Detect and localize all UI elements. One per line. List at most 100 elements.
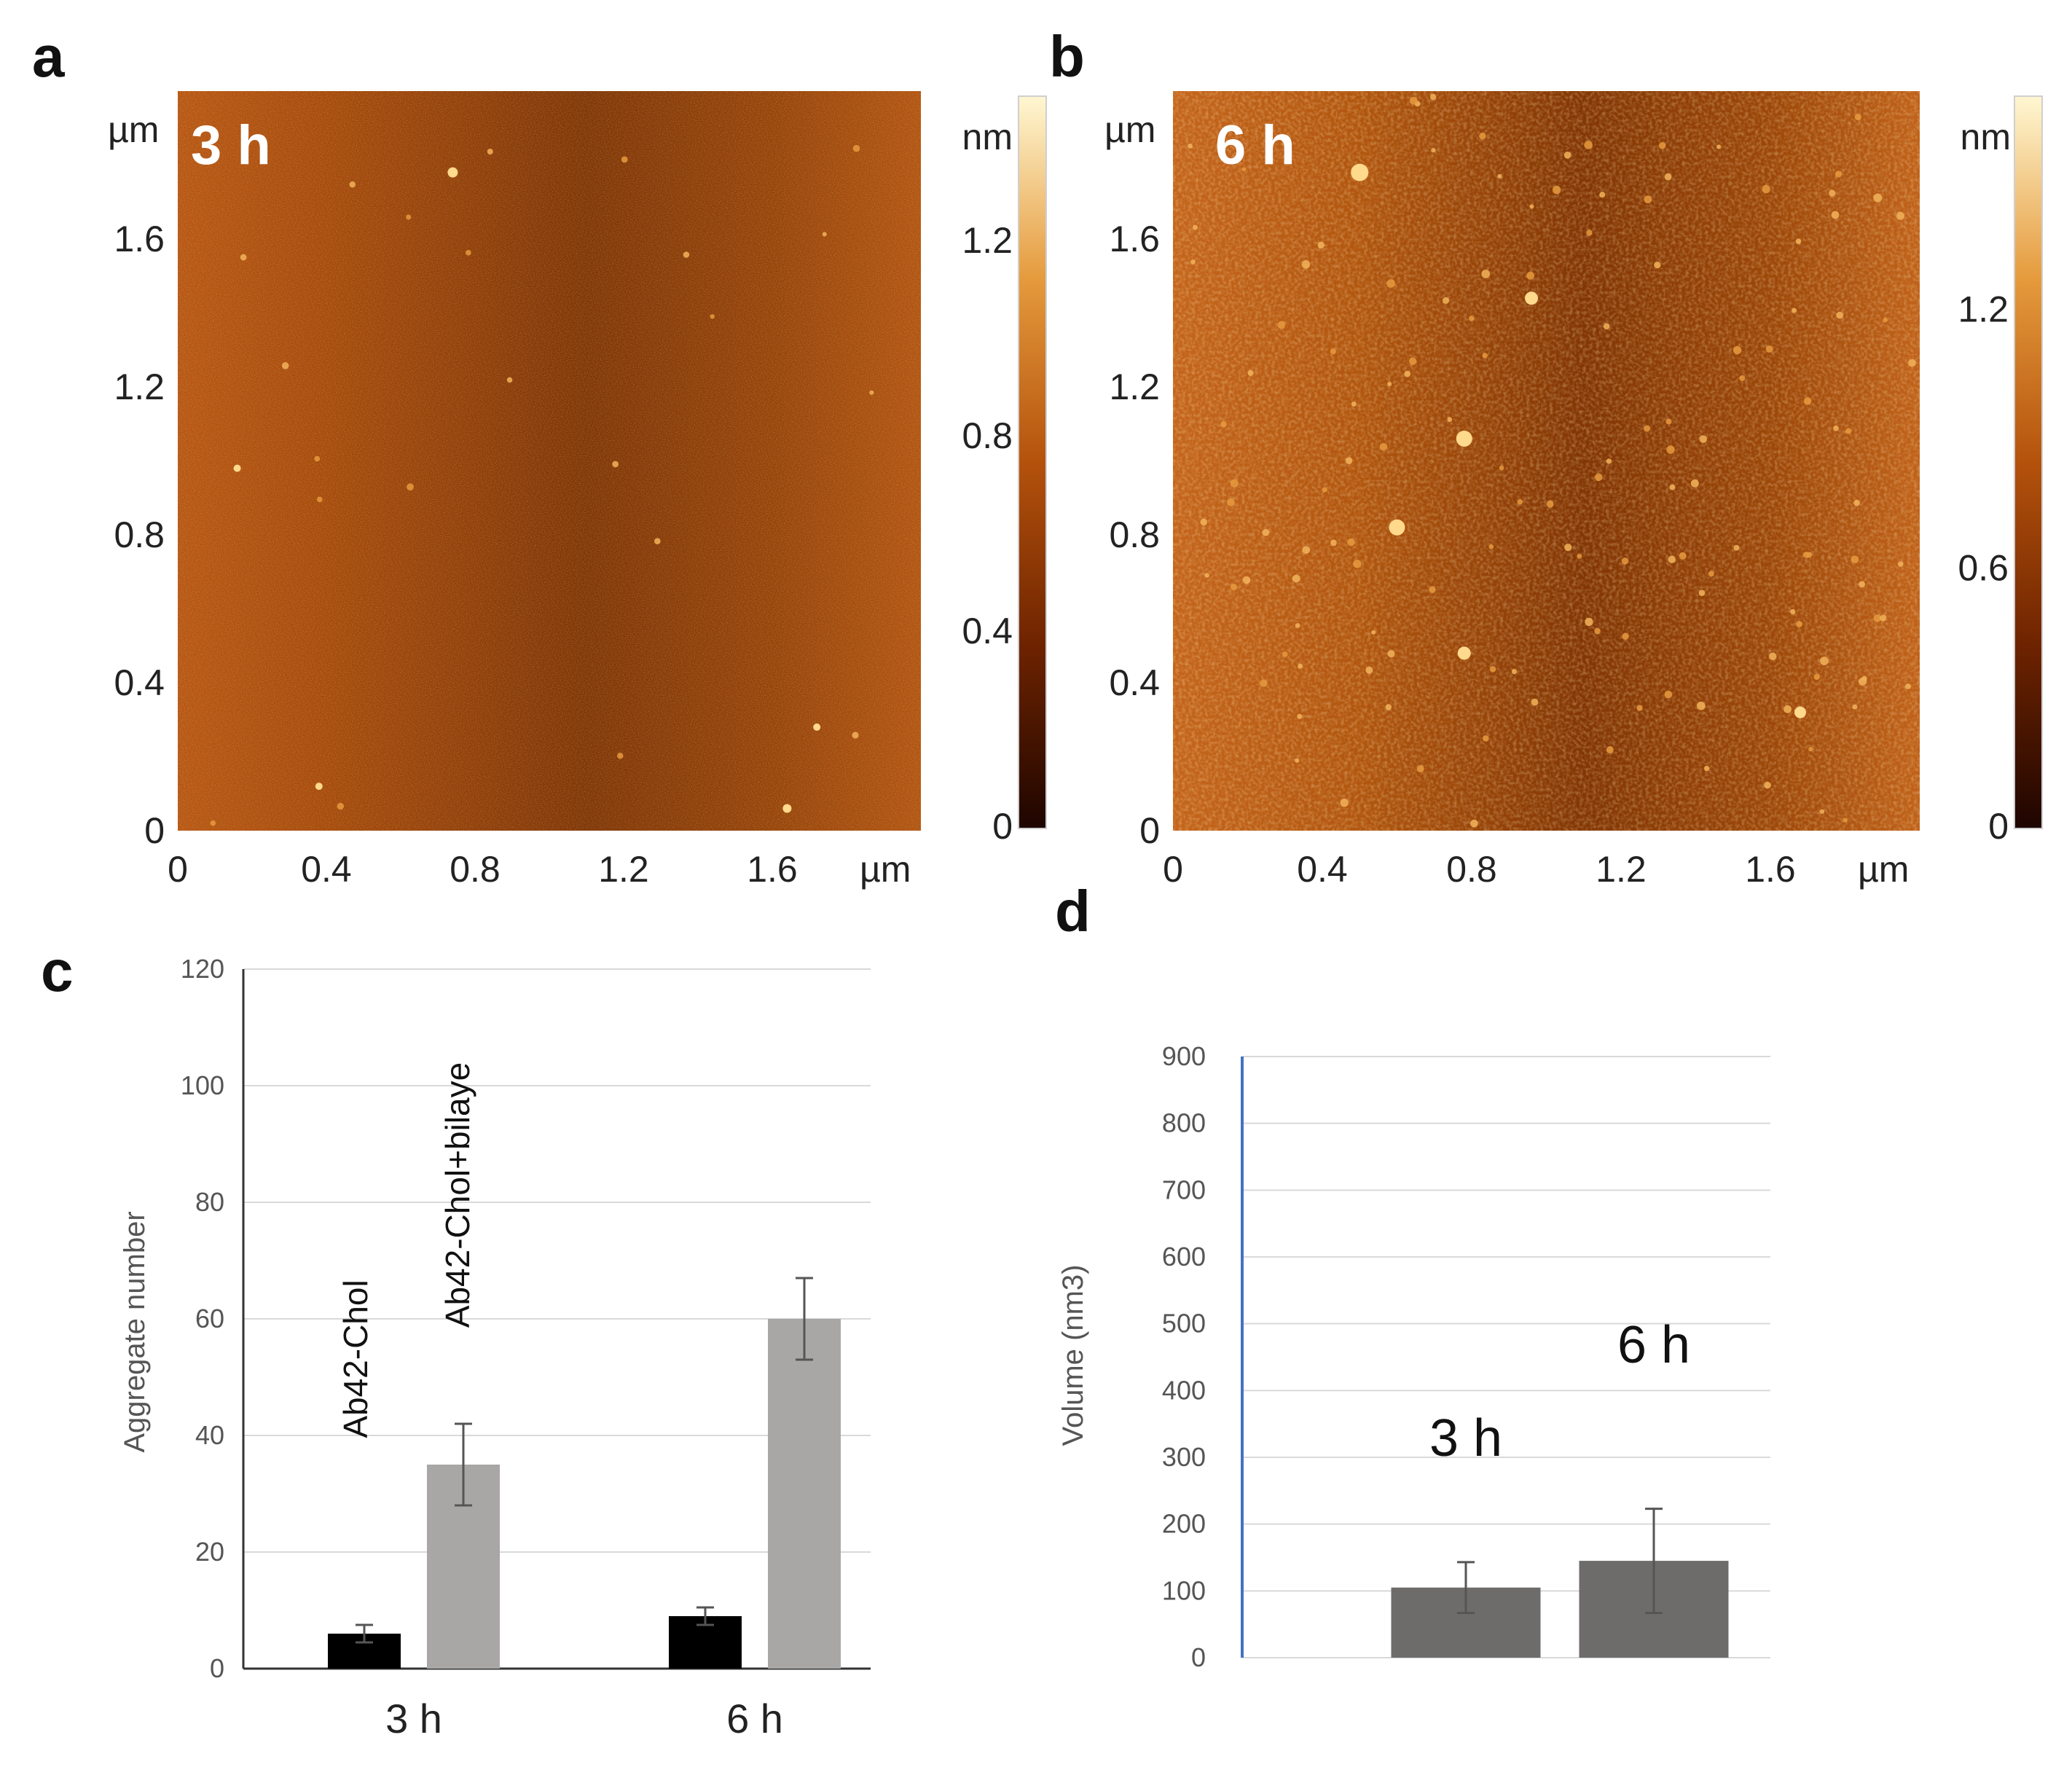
y-tick-d-2: 200 xyxy=(1162,1509,1206,1539)
colorbar-a xyxy=(1018,95,1047,829)
particle xyxy=(1603,323,1610,330)
y-tick-d-3: 300 xyxy=(1162,1442,1206,1472)
x-ticks-a: 0 0.4 0.8 1.2 1.6 xyxy=(168,849,798,890)
particle xyxy=(621,156,628,163)
particle xyxy=(1345,457,1353,464)
particle xyxy=(1833,426,1839,431)
particle xyxy=(1599,192,1606,198)
particle xyxy=(1783,705,1792,713)
particle xyxy=(1831,211,1840,219)
particle xyxy=(1188,144,1193,149)
particle xyxy=(1529,204,1534,209)
particle xyxy=(617,753,624,759)
particle xyxy=(1803,397,1812,405)
particle xyxy=(1829,189,1836,197)
particle xyxy=(782,804,792,813)
particle xyxy=(1873,614,1882,622)
a-y-tick-0: 0 xyxy=(144,810,165,851)
particle xyxy=(1796,621,1802,627)
y-tick-labels-c: 0 20 40 60 80 100 120 xyxy=(181,954,224,1683)
particle xyxy=(506,377,513,383)
particle xyxy=(1517,499,1523,505)
particle xyxy=(1192,224,1198,230)
bar-label-6h-d: 6 h xyxy=(1617,1316,1690,1374)
y-axis-label-c: Aggregate number xyxy=(119,1211,151,1452)
a-x-tick-1: 0.4 xyxy=(301,849,352,890)
b-y-tick-0: 0 xyxy=(1139,810,1160,851)
particle xyxy=(447,167,458,178)
particle xyxy=(1880,614,1887,622)
particle xyxy=(1297,713,1303,719)
particle xyxy=(1636,705,1643,711)
particle xyxy=(1666,445,1675,454)
particle xyxy=(1803,552,1810,558)
a-y-tick-3: 1.2 xyxy=(114,367,165,407)
particle xyxy=(1577,554,1582,559)
a-colorbar-tick-1: 0.4 xyxy=(962,611,1013,651)
x-ticks-b: 0 0.4 0.8 1.2 1.6 xyxy=(1163,849,1796,890)
particle xyxy=(1552,186,1561,195)
particle xyxy=(1794,706,1806,718)
particle xyxy=(1790,608,1796,615)
gridlines-c xyxy=(243,968,871,1553)
particle xyxy=(1429,586,1436,593)
y-tick-d-6: 600 xyxy=(1162,1242,1206,1272)
particle xyxy=(1447,417,1453,423)
particle xyxy=(337,802,345,810)
particle xyxy=(1819,809,1825,814)
particle xyxy=(1260,679,1268,687)
particle xyxy=(1301,260,1311,269)
colorbar-unit-a: nm xyxy=(962,117,1013,157)
y-ticks-b: 0 0.4 0.8 1.2 1.6 xyxy=(1109,219,1160,851)
particle xyxy=(1732,345,1742,355)
y-tick-d-7: 700 xyxy=(1162,1175,1206,1204)
particle xyxy=(1408,357,1417,365)
particle xyxy=(1469,316,1475,321)
b-x-tick-4: 1.6 xyxy=(1745,849,1796,890)
particle xyxy=(1851,555,1859,564)
particle xyxy=(1897,561,1904,567)
particle xyxy=(466,250,471,256)
particle xyxy=(1658,141,1666,149)
colorbar-unit-b: nm xyxy=(1961,117,2011,157)
y-tick-d-5: 500 xyxy=(1162,1309,1206,1339)
particle xyxy=(407,483,414,491)
particle xyxy=(1371,630,1376,635)
particle xyxy=(1621,557,1629,565)
particle xyxy=(1365,666,1373,674)
particle xyxy=(1664,690,1673,699)
y-tick-c-3: 60 xyxy=(195,1304,224,1333)
particle xyxy=(210,820,216,826)
panel-letter-a: a xyxy=(32,24,65,89)
b-x-tick-0: 0 xyxy=(1163,849,1183,890)
afm-particles-3h xyxy=(210,144,874,826)
particle xyxy=(813,723,821,731)
afm-panel-6h: 6 h µm µm 0 0.4 0.8 1.2 1.6 0 0.4 0.8 1.2 1.6 nm… xyxy=(1104,91,2043,890)
a-x-tick-2: 0.8 xyxy=(450,849,501,890)
y-tick-d-4: 400 xyxy=(1162,1375,1206,1405)
particle xyxy=(1511,668,1518,675)
particle xyxy=(281,362,289,369)
y-tick-labels-d: 0 100 200 300 400 500 600 700 800 900 xyxy=(1162,1041,1206,1672)
colorbar-ticks-a: 0 0.4 0.8 1.2 xyxy=(962,220,1013,847)
x-unit-b: µm xyxy=(1858,849,1909,890)
particle xyxy=(1563,152,1571,159)
particle xyxy=(1861,675,1867,681)
afm-panel-3h: 3 h µm µm 0 0.4 0.8 1.2 1.6 0 0.4 0.8 1.2 1.6 nm… xyxy=(108,91,1047,890)
particle xyxy=(1905,683,1911,689)
particle xyxy=(1330,348,1336,355)
particle xyxy=(1230,479,1239,488)
b-colorbar-tick-0: 0 xyxy=(1988,806,2009,847)
particle xyxy=(1696,701,1706,710)
particle xyxy=(1347,538,1355,546)
a-x-tick-3: 1.2 xyxy=(598,849,649,890)
particle xyxy=(1409,96,1418,105)
particle xyxy=(1739,375,1746,382)
particle xyxy=(1499,466,1504,471)
bars-d xyxy=(1391,1508,1729,1658)
particle xyxy=(1606,745,1614,754)
a-colorbar-tick-2: 0.8 xyxy=(962,415,1013,456)
bar-label-3h-d: 3 h xyxy=(1429,1409,1502,1468)
particle xyxy=(1429,93,1437,101)
particle xyxy=(1204,573,1209,578)
